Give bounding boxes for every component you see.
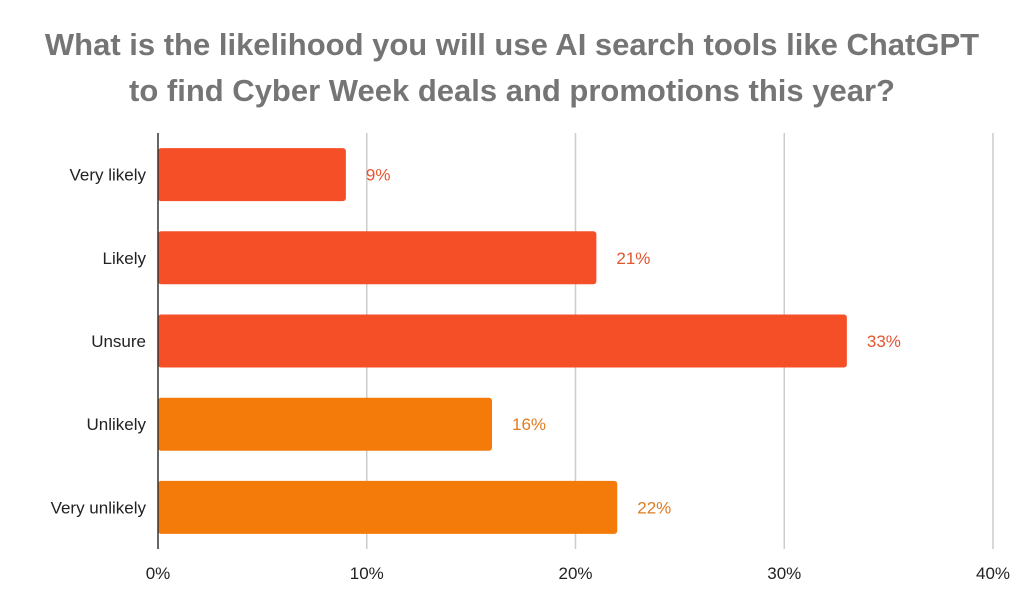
category-label-unlikely: Unlikely	[86, 415, 146, 434]
x-axis-tick-labels: 0% 10% 20% 30% 40%	[146, 564, 1010, 583]
chart-title-line-2: to find Cyber Week deals and promotions …	[129, 73, 895, 108]
category-label-unsure: Unsure	[91, 332, 146, 351]
x-tick-label-10: 10%	[350, 564, 384, 583]
data-label-unsure: 33%	[867, 332, 901, 351]
x-tick-label-40: 40%	[976, 564, 1010, 583]
category-label-very-likely: Very likely	[69, 166, 146, 185]
bar-unlikely	[158, 397, 492, 451]
chart-title-line-1: What is the likelihood you will use AI s…	[44, 27, 980, 62]
bar-likely	[158, 231, 597, 285]
category-label-likely: Likely	[103, 249, 147, 268]
bar-unsure	[158, 314, 847, 368]
chart-title: What is the likelihood you will use AI s…	[0, 22, 1024, 114]
x-tick-label-30: 30%	[767, 564, 801, 583]
data-labels: 9% 21% 33% 16% 22%	[366, 166, 901, 518]
data-label-likely: 21%	[616, 249, 650, 268]
data-label-very-likely: 9%	[366, 166, 391, 185]
data-label-very-unlikely: 22%	[637, 498, 671, 517]
x-tick-label-20: 20%	[558, 564, 592, 583]
category-label-very-unlikely: Very unlikely	[51, 498, 147, 517]
data-label-unlikely: 16%	[512, 415, 546, 434]
bar-very-likely	[158, 148, 346, 202]
bars	[158, 148, 847, 534]
x-tick-label-0: 0%	[146, 564, 171, 583]
bar-very-unlikely	[158, 480, 618, 534]
category-labels: Very likely Likely Unsure Unlikely Very unli…	[51, 166, 147, 518]
